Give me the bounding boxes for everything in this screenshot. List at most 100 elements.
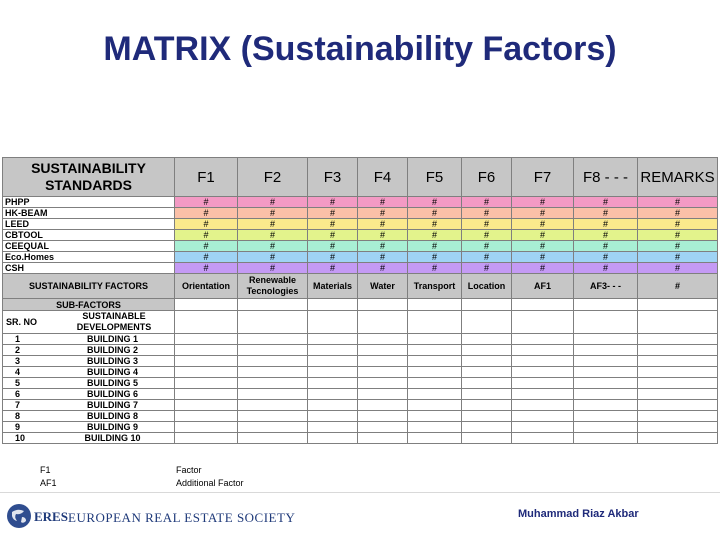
building-value-cell: [174, 333, 238, 345]
column-header-0: F1: [174, 157, 238, 197]
building-value-cell: [573, 366, 638, 378]
building-value-cell: [237, 333, 308, 345]
building-value-cell: [407, 388, 462, 400]
building-value-cell: [461, 344, 512, 356]
building-value-cell: [461, 432, 512, 444]
building-value-cell: [407, 421, 462, 433]
building-value-cell: [307, 388, 358, 400]
building-value-cell: [307, 399, 358, 411]
factor-cell: Location: [461, 273, 512, 299]
building-value-cell: [637, 366, 718, 378]
society-name: EUROPEAN REAL ESTATE SOCIETY: [68, 510, 296, 525]
building-number: 7: [15, 400, 21, 410]
building-value-cell: [637, 355, 718, 367]
building-value-cell: [637, 377, 718, 389]
building-value-cell: [174, 377, 238, 389]
building-number: 2: [15, 345, 21, 355]
standard-cell: #: [637, 207, 718, 219]
building-value-cell: [237, 388, 308, 400]
building-value-cell: [637, 344, 718, 356]
building-name: BUILDING 1: [86, 334, 138, 344]
column-header-2: F3: [307, 157, 358, 197]
standard-cell: #: [637, 218, 718, 230]
standard-cell: #: [573, 251, 638, 263]
building-cell: 2 BUILDING 2: [2, 344, 175, 356]
building-cell: 8 BUILDING 8: [2, 410, 175, 422]
building-value-cell: [357, 344, 408, 356]
header-row: SUSTAINABILITY STANDARDS F1 F2 F3 F4 F5 F6 F7 F8…: [2, 157, 718, 197]
building-row: 9 BUILDING 9: [2, 421, 718, 433]
factor-cell: #: [637, 273, 718, 299]
building-value-cell: [307, 410, 358, 422]
standard-cell: #: [307, 218, 358, 230]
standard-cell: #: [461, 262, 512, 274]
standard-cell: #: [511, 207, 574, 219]
building-cell: 7 BUILDING 7: [2, 399, 175, 411]
building-value-cell: [174, 355, 238, 367]
building-row: 2 BUILDING 2: [2, 344, 718, 356]
standard-cell: #: [174, 229, 238, 241]
standard-cell: #: [307, 240, 358, 252]
building-value-cell: [307, 344, 358, 356]
subfactors-row: SUB-FACTORS: [2, 298, 718, 311]
subfactor-cell: [407, 298, 462, 311]
standard-cell: #: [637, 196, 718, 208]
standard-cell: #: [174, 196, 238, 208]
building-value-cell: [511, 366, 574, 378]
building-value-cell: [237, 410, 308, 422]
subfactor-cell: [461, 298, 512, 311]
building-value-cell: [307, 377, 358, 389]
building-number: 9: [15, 422, 21, 432]
standard-row: PHPP # # # # # # # # #: [2, 196, 718, 208]
building-value-cell: [573, 355, 638, 367]
standard-cell: #: [174, 240, 238, 252]
standard-cell: #: [407, 207, 462, 219]
building-value-cell: [637, 432, 718, 444]
standard-cell: #: [573, 240, 638, 252]
standard-cell: #: [573, 229, 638, 241]
building-value-cell: [573, 410, 638, 422]
factor-cell: AF1: [511, 273, 574, 299]
author-name: Muhammad Riaz Akbar: [518, 508, 639, 520]
development-cell: [237, 310, 308, 334]
building-value-cell: [307, 421, 358, 433]
building-row: 6 BUILDING 6: [2, 388, 718, 400]
building-value-cell: [357, 432, 408, 444]
column-header-4: F5: [407, 157, 462, 197]
building-number: 6: [15, 389, 21, 399]
column-header-3: F4: [357, 157, 408, 197]
building-value-cell: [573, 388, 638, 400]
building-value-cell: [174, 399, 238, 411]
building-value-cell: [237, 432, 308, 444]
building-value-cell: [511, 344, 574, 356]
standard-name: CEEQUAL: [2, 240, 175, 252]
standard-cell: #: [237, 218, 308, 230]
building-value-cell: [174, 421, 238, 433]
building-value-cell: [637, 410, 718, 422]
building-name: BUILDING 7: [86, 400, 138, 410]
building-value-cell: [357, 333, 408, 345]
building-value-cell: [461, 355, 512, 367]
subfactors-label: SUB-FACTORS: [2, 298, 175, 311]
standard-cell: #: [407, 196, 462, 208]
standard-name: LEED: [2, 218, 175, 230]
building-value-cell: [174, 432, 238, 444]
building-value-cell: [307, 355, 358, 367]
building-value-cell: [357, 410, 408, 422]
building-cell: 6 BUILDING 6: [2, 388, 175, 400]
standard-row: CSH # # # # # # # # #: [2, 262, 718, 274]
building-value-cell: [407, 399, 462, 411]
standard-cell: #: [357, 251, 408, 263]
building-value-cell: [307, 432, 358, 444]
standard-cell: #: [637, 251, 718, 263]
standard-cell: #: [461, 207, 512, 219]
building-value-cell: [357, 366, 408, 378]
building-number: 5: [15, 378, 21, 388]
building-row: 4 BUILDING 4: [2, 366, 718, 378]
building-value-cell: [237, 421, 308, 433]
page-title: MATRIX (Sustainability Factors): [103, 30, 617, 68]
standard-cell: #: [511, 218, 574, 230]
building-row: 10 BUILDING 10: [2, 432, 718, 444]
building-value-cell: [174, 344, 238, 356]
building-value-cell: [511, 399, 574, 411]
